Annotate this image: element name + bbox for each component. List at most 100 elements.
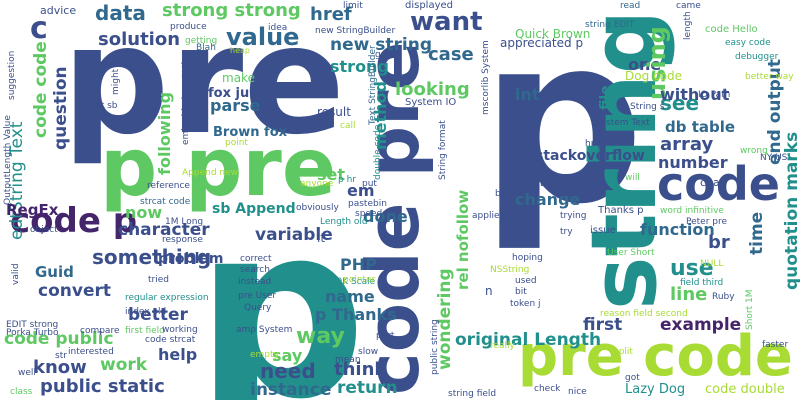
cloud-word: first field: [125, 326, 165, 336]
cloud-word: instance: [250, 380, 331, 400]
cloud-word: PHP: [340, 255, 377, 274]
cloud-word: working: [162, 325, 198, 335]
cloud-word: case: [428, 44, 474, 65]
cloud-word: change: [515, 190, 581, 209]
cloud-word: bit: [515, 287, 527, 297]
cloud-word: pre: [62, 0, 345, 168]
cloud-word: used: [515, 276, 537, 286]
cloud-word: reason field second: [600, 309, 688, 319]
cloud-word: c: [30, 11, 48, 46]
cloud-word: System IO: [405, 97, 456, 108]
cloud-word: hr p: [585, 139, 603, 149]
cloud-word: type: [318, 346, 339, 356]
cloud-word: displayed: [405, 0, 453, 11]
cloud-word: lt: [317, 231, 325, 245]
cloud-word: strong: [330, 57, 389, 76]
cloud-word: Guid: [35, 263, 74, 281]
cloud-word: instead: [238, 277, 271, 287]
cloud-word: well: [18, 368, 36, 378]
cloud-word: number: [658, 153, 728, 172]
cloud-word: hoping: [512, 253, 543, 263]
cloud-word: read: [620, 1, 640, 11]
cloud-word: word infinitive: [660, 206, 724, 216]
cloud-word: User Short: [607, 248, 655, 258]
cloud-word: set: [317, 165, 345, 184]
cloud-word: Long 100K: [540, 179, 589, 189]
cloud-word: href: [310, 4, 352, 25]
cloud-word: now: [125, 203, 162, 222]
cloud-word: Length old: [320, 217, 368, 227]
cloud-word: think: [334, 359, 387, 380]
cloud-word: obviously: [296, 203, 339, 213]
cloud-word: group: [375, 50, 401, 60]
cloud-word: split: [614, 347, 633, 357]
cloud-word: Thanks p: [597, 205, 643, 216]
cloud-word: fox jumps: [208, 86, 280, 101]
cloud-word: p hr: [338, 175, 356, 185]
cloud-word: String format: [438, 120, 448, 180]
cloud-word: better: [128, 305, 188, 325]
cloud-word: wondering: [435, 268, 455, 370]
cloud-word: string EDIT: [585, 20, 635, 30]
cloud-word: amp System: [236, 325, 292, 335]
cloud-word: regular expression: [125, 293, 209, 303]
cloud-word: pre User: [238, 291, 276, 301]
cloud-word: getting: [185, 36, 217, 46]
cloud-word: p Thanks: [315, 305, 397, 324]
cloud-word: name: [325, 287, 375, 306]
cloud-word: NULL: [700, 259, 723, 269]
cloud-word: class: [10, 387, 33, 397]
cloud-word: without: [660, 85, 730, 104]
cloud-word: valid: [11, 263, 21, 285]
cloud-word: debugger: [735, 52, 779, 62]
cloud-word: trying: [560, 211, 586, 221]
cloud-word: faster: [762, 340, 788, 350]
cloud-word: 1M Long: [165, 217, 203, 227]
cloud-word: em: [347, 181, 375, 200]
cloud-word: put: [362, 179, 377, 189]
cloud-word: got: [625, 373, 640, 383]
cloud-word: might: [111, 68, 121, 95]
cloud-word: need: [260, 359, 316, 383]
cloud-word: length: [683, 11, 693, 40]
cloud-word: embedded quotation: [181, 51, 191, 145]
cloud-word: point: [225, 138, 248, 148]
cloud-word: try: [560, 227, 573, 237]
cloud-word: empty: [250, 350, 280, 360]
cloud-word: System Text: [595, 118, 650, 128]
cloud-word: strong strong: [162, 0, 301, 21]
cloud-word: code public: [4, 329, 114, 349]
cloud-word: character: [118, 220, 210, 240]
cloud-word: appreciated p: [500, 36, 583, 50]
cloud-word: gt sb: [95, 101, 118, 111]
cloud-word: something: [92, 245, 211, 269]
cloud-word: suggestion: [7, 51, 17, 100]
cloud-word: example: [660, 315, 741, 335]
cloud-word: Brown fox: [213, 125, 288, 140]
cloud-word: tried: [148, 275, 169, 285]
cloud-word: pastebin: [348, 199, 387, 209]
cloud-word: Short 1M: [745, 289, 755, 330]
cloud-word: really: [490, 341, 516, 351]
cloud-word: parse: [210, 96, 261, 115]
cloud-word: str: [55, 351, 67, 361]
cloud-word: p: [195, 172, 367, 400]
cloud-word: correct: [240, 254, 272, 264]
cloud-word: Lazy Dog: [625, 382, 685, 397]
cloud-word: object: [30, 225, 58, 235]
cloud-word: line: [670, 284, 707, 305]
cloud-word: Quick Brown: [515, 27, 590, 41]
cloud-word: done: [363, 207, 408, 226]
cloud-word: check: [534, 384, 561, 394]
cloud-word: edtString Text: [7, 121, 27, 240]
cloud-word: NY US: [760, 153, 788, 163]
cloud-word: built: [495, 189, 515, 199]
cloud-word: better way: [745, 72, 794, 82]
cloud-word: Ruby: [712, 292, 735, 302]
cloud-word: data: [95, 1, 146, 25]
cloud-word: p: [480, 0, 645, 255]
cloud-word: Query: [244, 303, 272, 313]
cloud-word: nice: [568, 387, 587, 397]
cloud-word: result: [317, 105, 351, 119]
